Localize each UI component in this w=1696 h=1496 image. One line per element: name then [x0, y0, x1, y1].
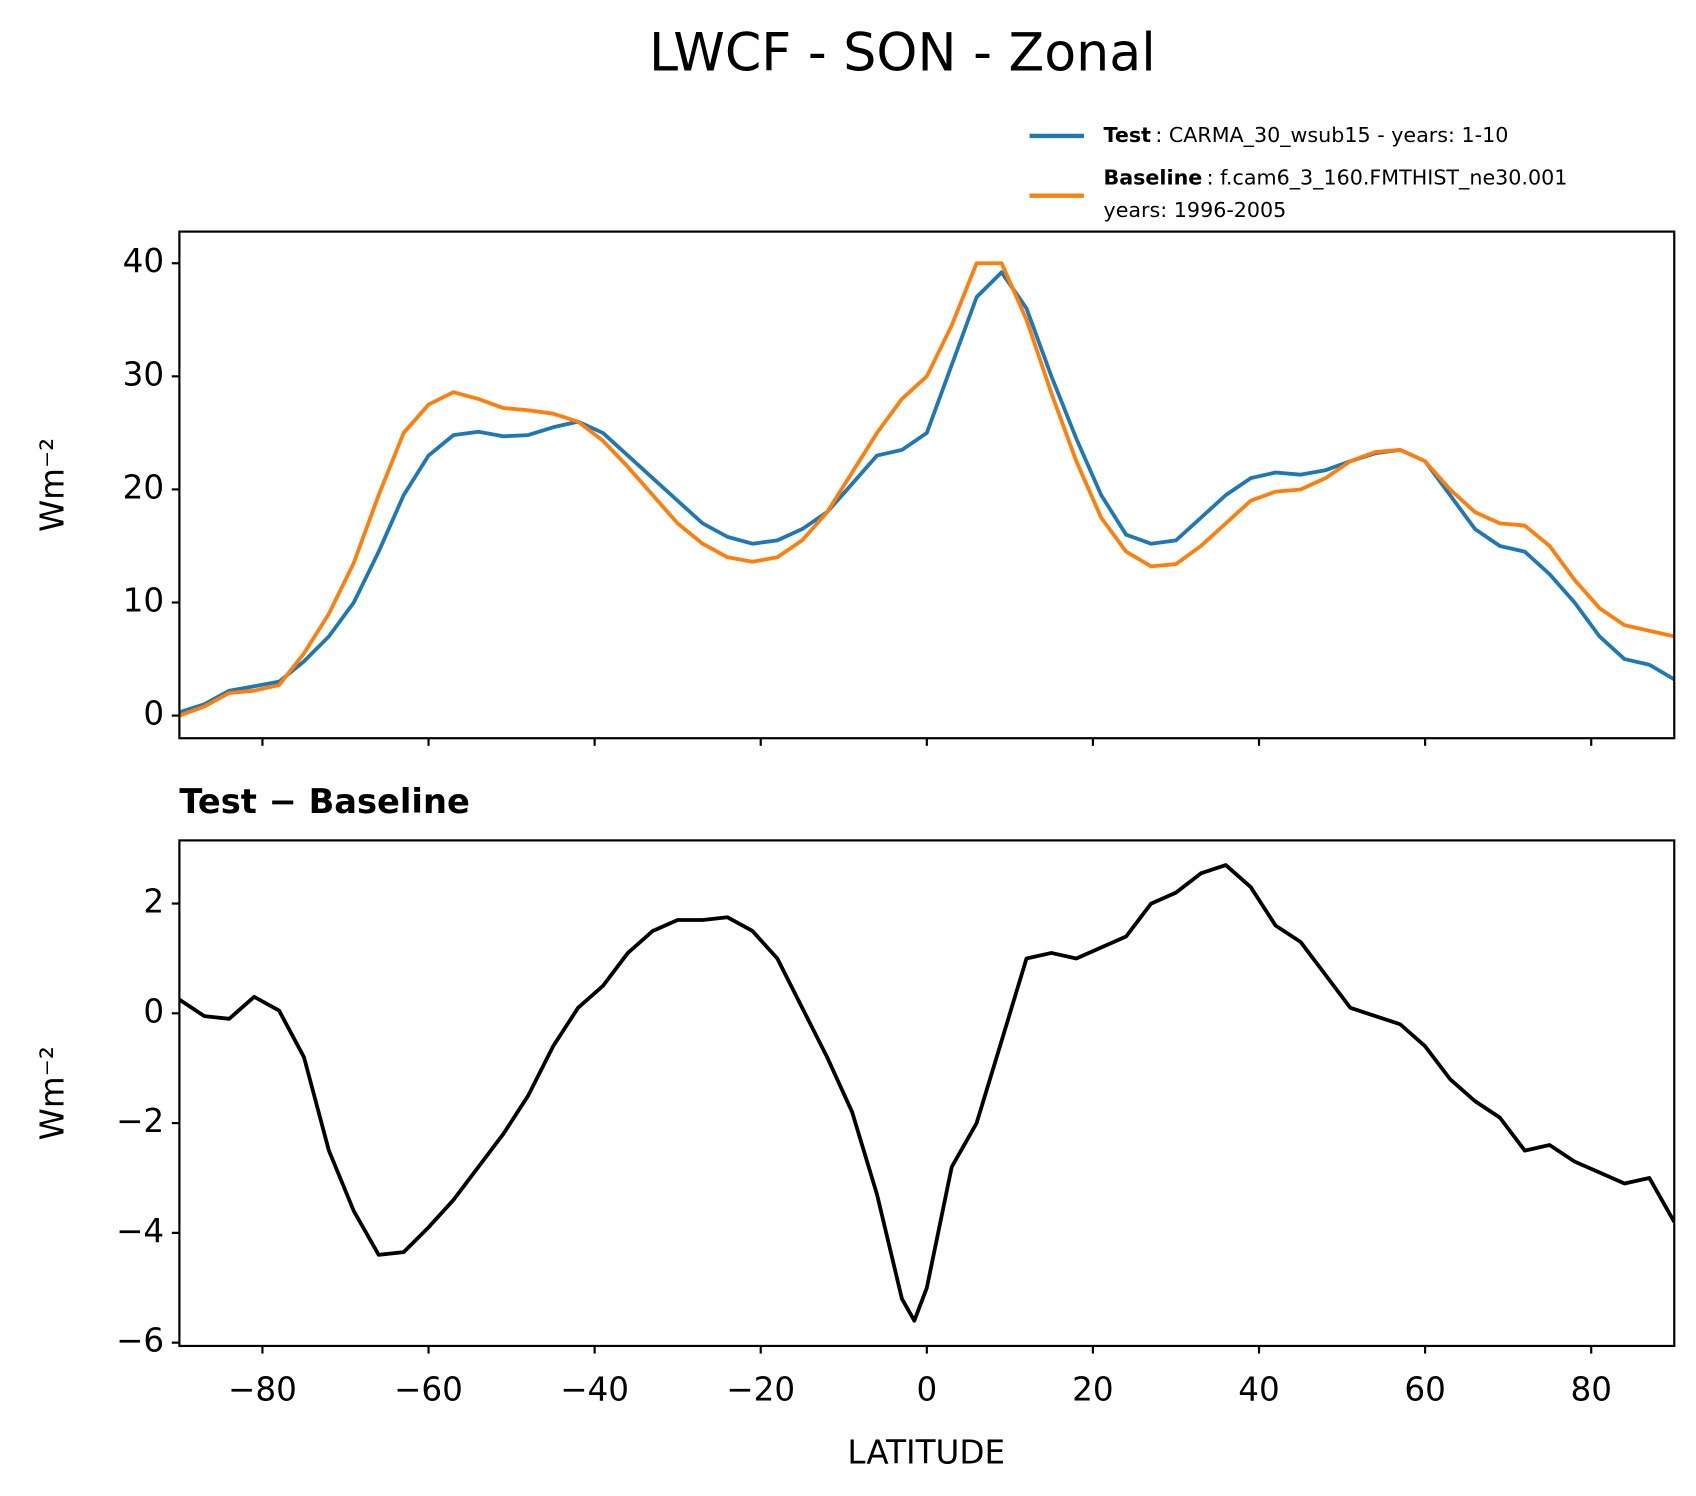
x-tick-label: 60: [1404, 1371, 1445, 1409]
x-tick-label: −20: [726, 1371, 795, 1409]
y-tick-label: 0: [143, 695, 164, 733]
legend-name: Baseline: [1103, 165, 1202, 189]
data-line: [179, 863, 1675, 1323]
x-tick-label: 0: [916, 1371, 937, 1409]
y-tick-label: −4: [116, 1212, 164, 1250]
panel-title: Test − Baseline: [179, 782, 469, 821]
data-line: [179, 261, 1675, 718]
y-tick-label: 40: [123, 242, 165, 280]
x-tick-label: −60: [394, 1371, 463, 1409]
axes-frame: [178, 230, 1676, 740]
y-tick-label: −2: [116, 1102, 164, 1140]
y-tick-label: 20: [123, 468, 165, 506]
y-axis-label: Wm⁻²: [33, 1046, 71, 1140]
chart-title: LWCF - SON - Zonal: [649, 24, 1156, 84]
axes-frame: [178, 839, 1676, 1348]
y-tick-label: 0: [143, 992, 164, 1030]
legend-label: Baseline: f.cam6_3_160.FMTHIST_ne30.001: [1103, 165, 1567, 190]
data-line: [179, 270, 1675, 715]
x-tick-label: −80: [228, 1371, 297, 1409]
y-tick-label: 2: [143, 883, 164, 921]
legend-description: : f.cam6_3_160.FMTHIST_ne30.001: [1207, 165, 1568, 190]
y-axis-label: Wm⁻²: [33, 438, 71, 532]
x-tick-label: 40: [1238, 1371, 1279, 1409]
legend-description: years: 1996-2005: [1103, 198, 1286, 222]
y-tick-label: −6: [116, 1322, 164, 1360]
y-tick-label: 30: [123, 355, 165, 393]
x-axis-label: LATITUDE: [847, 1434, 1005, 1472]
legend-label: Test: CARMA_30_wsub15 - years: 1-10: [1103, 123, 1508, 148]
legend-description: : CARMA_30_wsub15 - years: 1-10: [1155, 123, 1508, 148]
x-tick-label: −40: [560, 1371, 629, 1409]
legend-name: Test: [1103, 123, 1151, 147]
x-tick-label: 20: [1072, 1371, 1114, 1409]
y-tick-label: 10: [123, 582, 165, 620]
x-tick-label: 80: [1570, 1371, 1611, 1409]
